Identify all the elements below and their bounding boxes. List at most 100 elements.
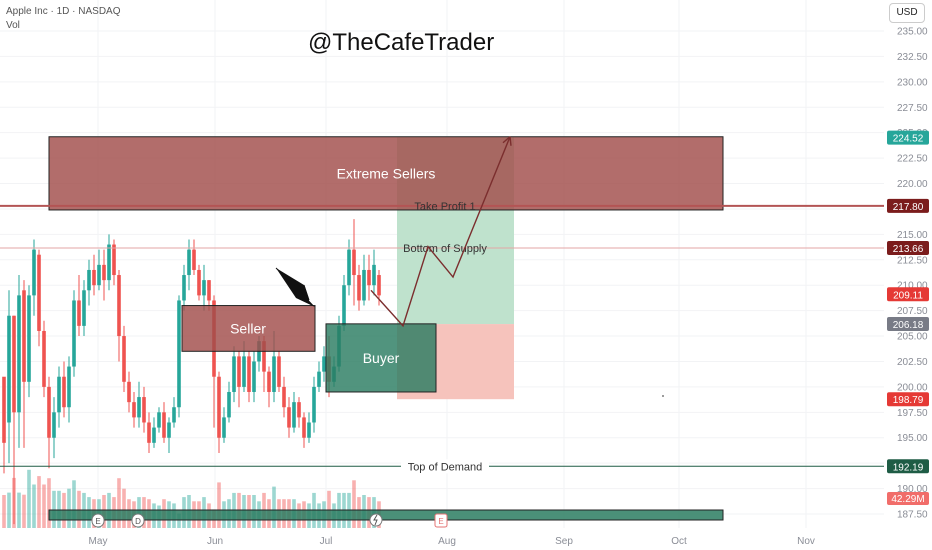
volume-value-text: 42.29M — [891, 494, 924, 505]
volume-bar — [52, 490, 56, 528]
currency-button[interactable]: USD — [889, 3, 925, 23]
candle-body — [322, 356, 326, 372]
drawings[interactable] — [275, 136, 664, 397]
candle-body — [87, 269, 91, 291]
price-label-badge — [887, 392, 929, 407]
volume-bar — [67, 488, 71, 528]
zones[interactable]: Extreme Sellers Seller Buyer — [48, 136, 724, 521]
zone-box — [325, 323, 437, 393]
candle-body — [52, 412, 56, 438]
price-label-text: 217.80 — [893, 202, 924, 213]
candle-body — [92, 269, 96, 286]
candle-body — [362, 269, 366, 301]
candle-body — [132, 402, 136, 418]
candle-body — [47, 386, 51, 438]
candle-body — [97, 264, 101, 286]
candle-body — [12, 315, 16, 413]
lightning-icon-glyph — [373, 514, 378, 526]
candle-body — [127, 381, 131, 403]
candle-body — [2, 376, 6, 443]
price-label-text: 206.18 — [893, 320, 924, 331]
candle-body — [67, 366, 71, 408]
candle-body — [232, 356, 236, 392]
x-tick-label: Sep — [555, 536, 573, 547]
y-tick-label: 195.00 — [897, 433, 928, 444]
y-tick-label: 202.50 — [897, 357, 928, 368]
candle-body — [37, 254, 41, 331]
candle-body — [282, 386, 286, 408]
y-tick-label: 235.00 — [897, 27, 928, 38]
volume-bar — [77, 490, 81, 528]
symbol-line[interactable]: Apple Inc · 1D · NASDAQ — [6, 6, 121, 17]
candle-body — [172, 407, 176, 423]
candle-body — [102, 264, 106, 281]
candle-body — [317, 371, 321, 387]
price-axis[interactable]: 235.00232.50230.00227.50225.00222.50220.… — [887, 27, 929, 521]
event-marker-label: D — [135, 517, 141, 526]
volume-bar — [22, 494, 26, 528]
candle-body — [197, 269, 201, 296]
candle-body — [272, 356, 276, 392]
horizontal-lines[interactable]: Take Profit 1 Bottom of Supply Top of Dema… — [0, 199, 884, 474]
price-label-text: 198.79 — [893, 395, 924, 406]
y-tick-label: 220.00 — [897, 179, 928, 190]
event-marker — [434, 513, 448, 528]
zone-box — [48, 136, 724, 211]
candle-body — [107, 244, 111, 281]
projection-arrowhead — [502, 136, 512, 146]
price-label-text: 209.11 — [893, 290, 923, 301]
price-label-text: 213.66 — [893, 244, 924, 255]
volume-bar — [122, 488, 126, 528]
candle-body — [17, 295, 21, 413]
candle-body — [247, 356, 251, 392]
x-tick-label: May — [89, 536, 108, 547]
candle-body — [217, 376, 221, 438]
price-label-badge — [887, 317, 929, 332]
volume-bar — [7, 492, 11, 528]
candle-body — [152, 427, 156, 443]
candle-body — [307, 422, 311, 438]
demand-strip — [48, 509, 724, 521]
candle-body — [157, 412, 161, 428]
candle-body — [177, 300, 181, 408]
zone-label: Seller — [230, 320, 266, 336]
event-marker — [91, 513, 105, 528]
price-label-badge — [887, 240, 929, 255]
candle-body — [297, 402, 301, 418]
candle-body — [112, 244, 116, 276]
candle-body — [242, 356, 246, 387]
candle-body — [357, 275, 361, 301]
price-label-text: 224.52 — [893, 134, 924, 145]
candle-body — [162, 412, 166, 438]
volume-bar — [42, 484, 46, 528]
candle-body — [277, 356, 281, 387]
candle-body — [62, 376, 66, 408]
event-marker — [131, 513, 145, 528]
candle-body — [57, 376, 61, 413]
volume-bar — [272, 486, 276, 528]
volume-bar — [57, 490, 61, 528]
candle-body — [142, 397, 146, 423]
candle-body — [237, 356, 241, 387]
candle-body — [267, 371, 271, 392]
h-line-label: Take Profit 1 — [414, 201, 475, 213]
volume-bar — [32, 484, 36, 528]
candle-body — [302, 417, 306, 438]
time-axis[interactable]: May Jun Jul Aug Sep Oct Nov — [89, 536, 815, 547]
event-marker-label: E — [438, 517, 443, 526]
candle-body — [377, 275, 381, 296]
candle-body — [147, 422, 151, 443]
x-tick-label: Nov — [797, 536, 815, 547]
candle-body — [227, 391, 231, 418]
vol-label[interactable]: Vol — [6, 20, 20, 31]
symbol-header[interactable]: Apple Inc · 1D · NASDAQ Vol — [6, 5, 120, 33]
zone-box — [181, 305, 316, 352]
price-label-badge — [887, 130, 929, 145]
volume-bar — [327, 490, 331, 528]
price-label-badge — [887, 198, 929, 213]
h-line-label: Top of Demand — [408, 461, 483, 473]
candle-body — [77, 300, 81, 326]
